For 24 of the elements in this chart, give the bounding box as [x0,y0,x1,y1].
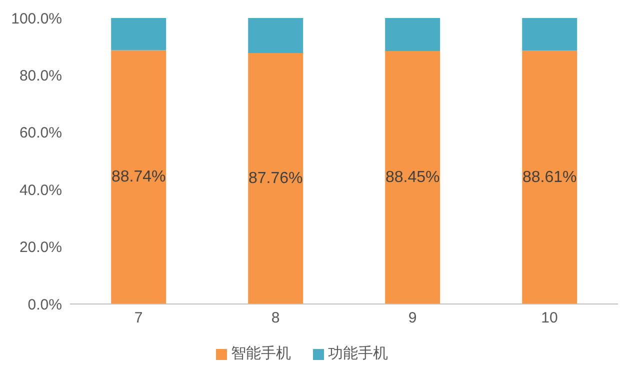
bar [385,51,440,304]
bar [111,18,166,50]
y-tick-label: 60.0% [19,124,62,142]
data-label: 88.61% [522,168,577,186]
y-tick-label: 20.0% [19,239,62,256]
bar [111,50,166,304]
x-tick-label: 10 [541,310,558,327]
data-label: 88.45% [385,169,440,186]
y-tick-label: 40.0% [19,182,62,199]
legend-label: 功能手机 [328,345,388,362]
legend-label: 智能手机 [231,345,291,362]
bar [385,18,440,52]
y-tick-label: 80.0% [19,68,62,85]
y-tick-label: 100.0% [11,10,62,28]
bar [522,18,578,51]
x-tick-label: 8 [271,310,280,327]
y-tick-label: 0.0% [28,296,62,314]
x-tick-label: 7 [134,310,143,327]
x-tick-label: 9 [408,310,417,327]
bar [248,53,304,304]
data-label: 87.76% [248,170,303,188]
bar [522,50,578,304]
data-label: 88.74% [111,168,166,186]
bar [248,18,304,54]
